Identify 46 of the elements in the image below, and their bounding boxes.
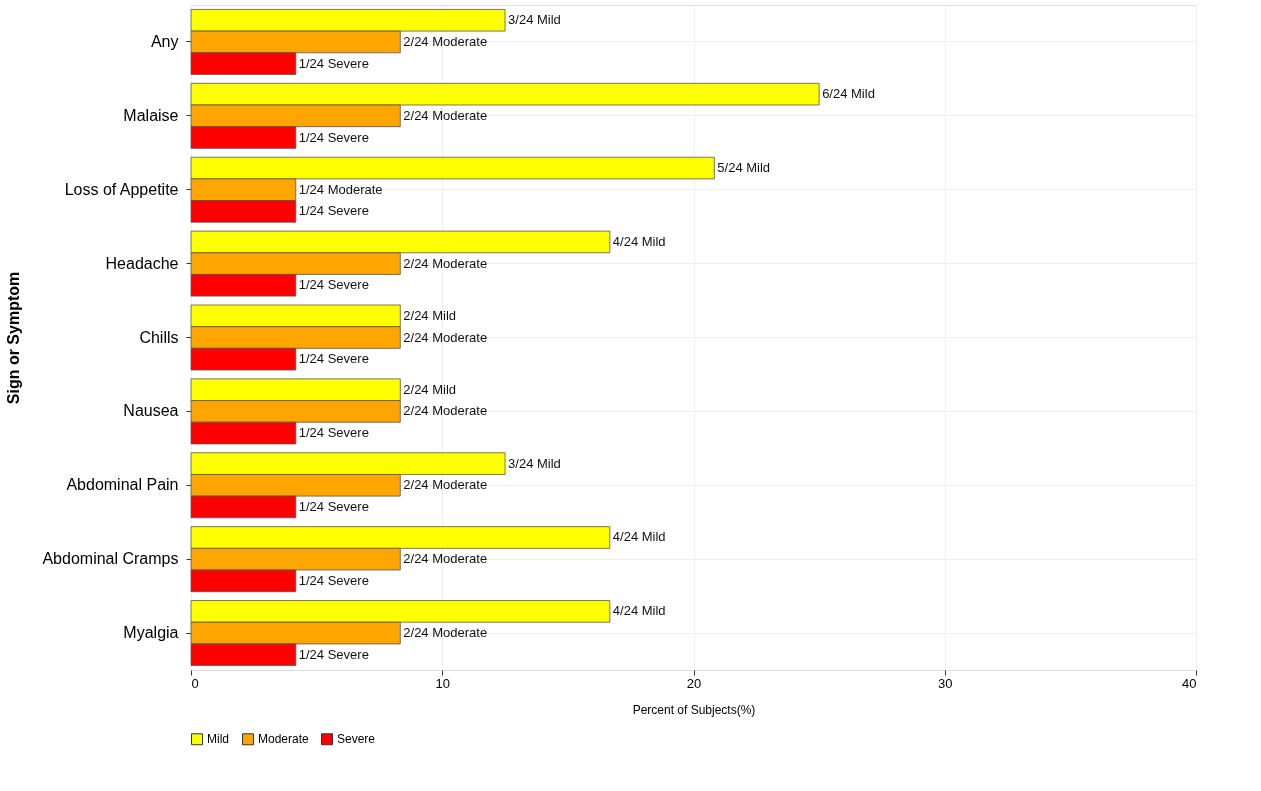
x-tick-label: 20 <box>686 675 702 691</box>
data-label: 1/24 Severe <box>298 572 369 588</box>
legend-label: Severe <box>337 732 376 747</box>
y-tick-label: Malaise <box>123 106 179 124</box>
y-tick-label: Abdominal Pain <box>66 476 179 494</box>
data-label: 5/24 Mild <box>717 160 771 176</box>
x-tick-label: 10 <box>435 675 450 691</box>
data-label: 1/24 Severe <box>298 425 369 441</box>
data-label: 2/24 Mild <box>403 381 457 397</box>
data-label: 3/24 Mild <box>508 12 561 28</box>
x-tick-label: 0 <box>191 675 199 691</box>
data-label: 2/24 Moderate <box>403 625 488 641</box>
y-tick-label: Loss of Appetite <box>64 180 179 198</box>
data-label: 2/24 Moderate <box>403 33 488 49</box>
data-label: 1/24 Severe <box>298 351 369 367</box>
data-label: 1/24 Severe <box>298 498 369 514</box>
x-tick-label: 30 <box>938 675 953 691</box>
data-label: 4/24 Mild <box>612 233 666 249</box>
legend-label: Mild <box>207 732 230 747</box>
data-label: 2/24 Moderate <box>403 477 488 493</box>
data-label: 4/24 Mild <box>612 603 666 619</box>
data-label: 1/24 Moderate <box>298 181 383 197</box>
y-tick-label: Abdominal Cramps <box>42 550 179 568</box>
data-label: 2/24 Mild <box>403 307 457 323</box>
data-label: 1/24 Severe <box>298 646 369 662</box>
data-label: 2/24 Moderate <box>403 329 488 345</box>
y-axis-title: Sign or Symptom <box>5 271 23 405</box>
x-tick-label: 40 <box>1182 675 1197 691</box>
data-label: 2/24 Moderate <box>403 107 488 123</box>
y-tick-label: Headache <box>105 254 179 272</box>
x-axis-title: Percent of Subjects(%) <box>632 702 756 717</box>
data-label: 3/24 Mild <box>508 455 561 471</box>
legend-label: Moderate <box>258 732 310 747</box>
data-label: 2/24 Moderate <box>403 255 488 271</box>
y-tick-label: Chills <box>139 328 179 346</box>
data-label: 4/24 Mild <box>612 529 666 545</box>
data-label: 6/24 Mild <box>822 86 875 102</box>
data-label: 2/24 Moderate <box>403 551 488 567</box>
y-tick-label: Nausea <box>123 402 179 420</box>
data-label: 1/24 Severe <box>298 203 369 219</box>
data-label: 1/24 Severe <box>298 55 369 71</box>
data-label: 1/24 Severe <box>298 129 369 145</box>
y-tick-label: Any <box>150 32 179 50</box>
y-tick-label: Myalgia <box>123 624 179 642</box>
data-label: 2/24 Moderate <box>403 403 488 419</box>
data-label: 1/24 Severe <box>298 277 369 293</box>
